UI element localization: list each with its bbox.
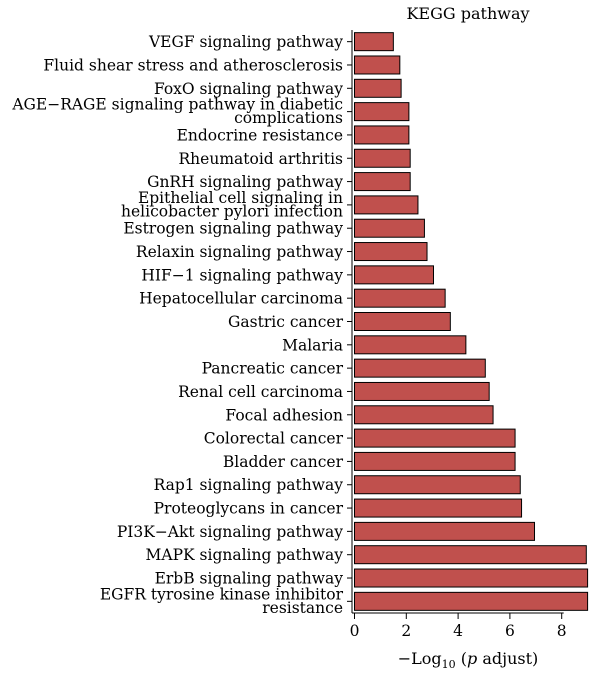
bar [354, 195, 419, 215]
category-label: EGFR tyrosine kinase inhibitor resistance [100, 585, 344, 617]
category-label: Malaria [282, 336, 343, 354]
x-tick-label: 6 [505, 622, 515, 640]
category-label: Relaxin signaling pathway [136, 243, 343, 261]
category-label: FoxO signaling pathway [154, 80, 343, 98]
category-label: Renal cell carcinoma [178, 383, 343, 401]
bar [354, 125, 410, 145]
category-label: Estrogen signaling pathway [123, 220, 343, 238]
category-label: Colorectal cancer [204, 430, 344, 448]
category-label: Fluid shear stress and atherosclerosis [43, 56, 343, 74]
category-label: ErbB signaling pathway [155, 570, 344, 588]
bar [354, 312, 451, 331]
bar [354, 265, 434, 285]
bar [354, 545, 587, 565]
chart-title: KEGG pathway [406, 4, 529, 23]
bar [354, 568, 589, 588]
category-label: Rheumatoid arthritis [179, 150, 344, 168]
category-label: GnRH signaling pathway [147, 173, 343, 191]
bar [354, 172, 411, 192]
bar [354, 405, 494, 425]
x-tick-label: 4 [453, 622, 463, 640]
category-label: Epithelial cell signaling in helicobacter… [121, 189, 343, 221]
category-label: PI3K−Akt signaling pathway [117, 523, 343, 541]
category-label: Endocrine resistance [177, 126, 343, 144]
bar [354, 591, 589, 611]
bar [354, 32, 394, 52]
bar [354, 498, 523, 518]
bar [354, 335, 467, 355]
category-label: Gastric cancer [228, 313, 344, 331]
x-tick-label: 2 [401, 622, 411, 640]
bar [354, 148, 411, 168]
bars-group [354, 32, 589, 611]
category-label: VEGF signaling pathway [148, 33, 343, 51]
x-tick-label: 8 [557, 622, 567, 640]
category-label: MAPK signaling pathway [146, 546, 344, 564]
bar [354, 451, 516, 471]
category-label: AGE−RAGE signaling pathway in diabetic co… [11, 96, 343, 128]
x-axis: 0 2 4 6 8 [350, 30, 567, 640]
category-label: Focal adhesion [225, 406, 343, 424]
category-label: HIF−1 signaling pathway [141, 266, 343, 284]
category-label: Pancreatic cancer [202, 360, 344, 378]
category-label: Rap1 signaling pathway [154, 476, 344, 494]
category-label: Proteoglycans in cancer [154, 500, 344, 518]
bar [354, 475, 521, 495]
bar [354, 381, 490, 401]
bar [354, 428, 516, 448]
category-labels-group: VEGF signaling pathway Fluid shear stress… [11, 33, 352, 617]
bar [354, 521, 536, 541]
category-label: Hepatocellular carcinoma [139, 290, 343, 308]
bar [354, 242, 428, 262]
x-axis-label: −Log10 (p adjust) [398, 649, 539, 671]
bar [354, 218, 425, 238]
x-tick-label: 0 [350, 622, 360, 640]
category-label: Bladder cancer [223, 453, 344, 471]
bar [354, 55, 401, 75]
bar [354, 78, 402, 98]
bar [354, 288, 446, 308]
bar [354, 358, 486, 378]
bar [354, 102, 410, 122]
